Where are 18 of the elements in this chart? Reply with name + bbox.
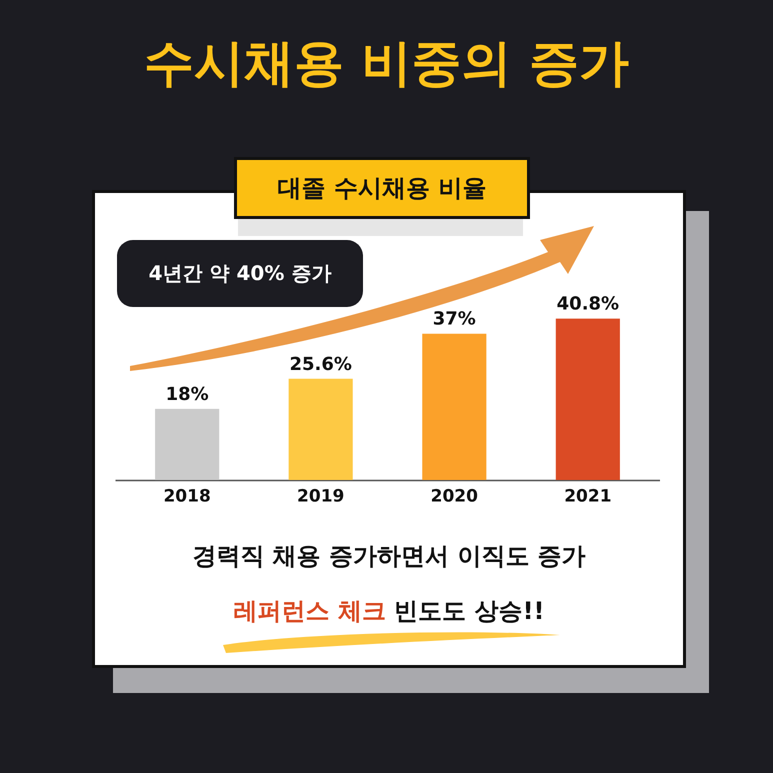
text: 4년간 약 40% 증가 bbox=[117, 240, 363, 307]
chart-title: 수시채용 비중의 증가 bbox=[143, 33, 630, 94]
text: 빈도도 상승!! bbox=[393, 597, 544, 625]
data-label: 37% bbox=[432, 308, 476, 330]
data-label: 40.8% bbox=[556, 294, 620, 315]
bar bbox=[288, 378, 353, 480]
x-tick-label: 2019 bbox=[297, 486, 344, 506]
text: 레퍼런스 체크 bbox=[234, 597, 386, 625]
bar bbox=[556, 318, 620, 480]
x-tick-label: 2021 bbox=[564, 486, 612, 506]
data-label: 25.6% bbox=[289, 354, 352, 375]
bar bbox=[155, 408, 220, 480]
text: 경력직 채용 증가하면서 이직도 증가 bbox=[191, 541, 587, 572]
x-tick-label: 2020 bbox=[430, 486, 478, 506]
data-label: 18% bbox=[166, 384, 209, 405]
chart-subtitle: 대졸 수시채용 비율 bbox=[234, 157, 530, 219]
bar bbox=[422, 334, 486, 480]
x-tick-label: 2018 bbox=[163, 486, 211, 506]
